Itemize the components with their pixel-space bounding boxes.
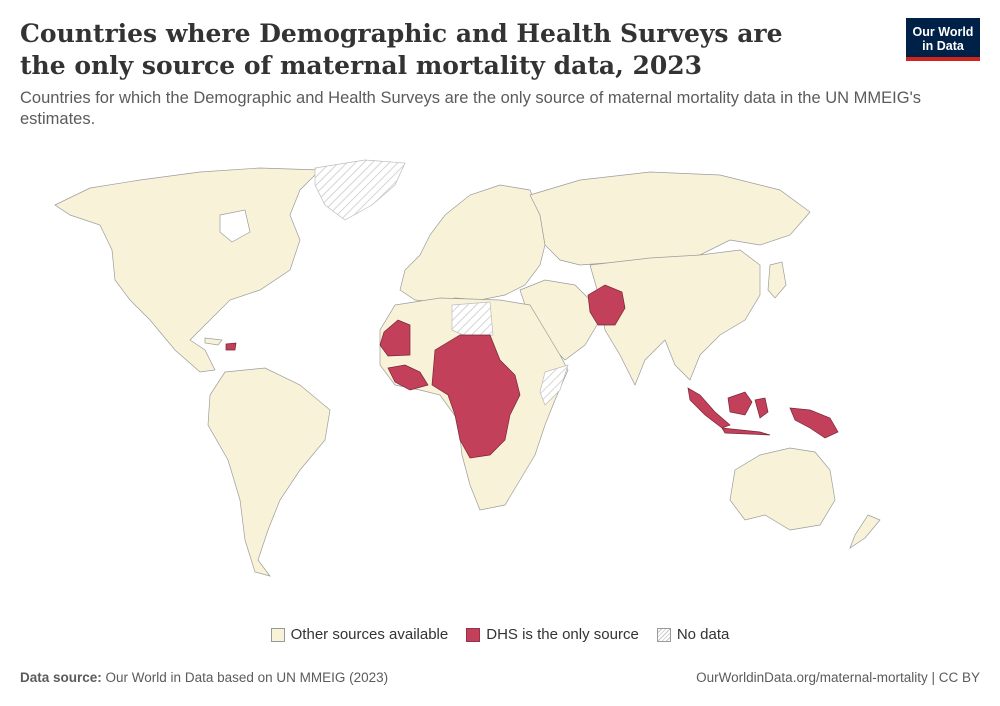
legend-swatch-nodata (656, 627, 671, 642)
map-region-north-america[interactable] (54, 167, 321, 373)
legend-label-other: Other sources available (290, 626, 449, 643)
map-region-australia[interactable] (729, 447, 836, 531)
map-region-haiti[interactable] (225, 342, 237, 351)
legend-item-nodata[interactable]: No data (656, 626, 730, 643)
map-region-west-africa[interactable] (387, 364, 429, 391)
legend-label-nodata: No data (676, 626, 730, 643)
map-region-caribbean[interactable] (204, 337, 223, 346)
map-region-somalia[interactable] (539, 364, 569, 406)
legend-label-dhs: DHS is the only source (486, 626, 639, 643)
logo-line-1: Our World (912, 25, 974, 39)
map-region-new-zealand[interactable] (849, 514, 881, 549)
map-region-borneo[interactable] (727, 391, 753, 416)
map-region-europe[interactable] (399, 184, 546, 303)
data-source: Data source: Our World in Data based on … (20, 670, 388, 685)
map-region-pakistan[interactable] (587, 284, 626, 326)
legend-item-other[interactable]: Other sources available (270, 626, 449, 643)
map-region-greenland[interactable] (314, 159, 406, 221)
map-region-central-africa[interactable] (431, 334, 521, 459)
map-region-mauritania[interactable] (379, 319, 411, 357)
map-region-papua[interactable] (789, 407, 839, 439)
map-region-japan[interactable] (767, 261, 787, 299)
world-map (54, 159, 881, 577)
source-link[interactable]: OurWorldinData.org/maternal-mortality | … (696, 670, 980, 685)
logo-line-2: in Data (922, 39, 964, 53)
legend-swatch-other (270, 627, 285, 642)
owid-logo[interactable]: Our World in Data (906, 18, 980, 61)
map-region-sumatra[interactable] (687, 387, 731, 429)
legend-swatch-dhs (466, 627, 481, 642)
chart-title: Countries where Demographic and Health S… (20, 19, 783, 80)
data-source-text: Our World in Data based on UN MMEIG (202… (105, 670, 389, 685)
data-source-label: Data source: (20, 670, 102, 685)
map-region-asia[interactable] (589, 249, 761, 386)
chart-subtitle: Countries for which the Demographic and … (20, 89, 921, 128)
map-region-south-america[interactable] (207, 367, 331, 577)
map-region-sulawesi[interactable] (754, 397, 769, 419)
legend: Other sources available DHS is the only … (0, 626, 1000, 643)
map-region-java[interactable] (721, 427, 771, 436)
map-region-libya[interactable] (451, 301, 494, 339)
legend-item-dhs[interactable]: DHS is the only source (466, 626, 639, 643)
footer: Data source: Our World in Data based on … (20, 670, 980, 685)
map-region-russia[interactable] (529, 171, 811, 266)
